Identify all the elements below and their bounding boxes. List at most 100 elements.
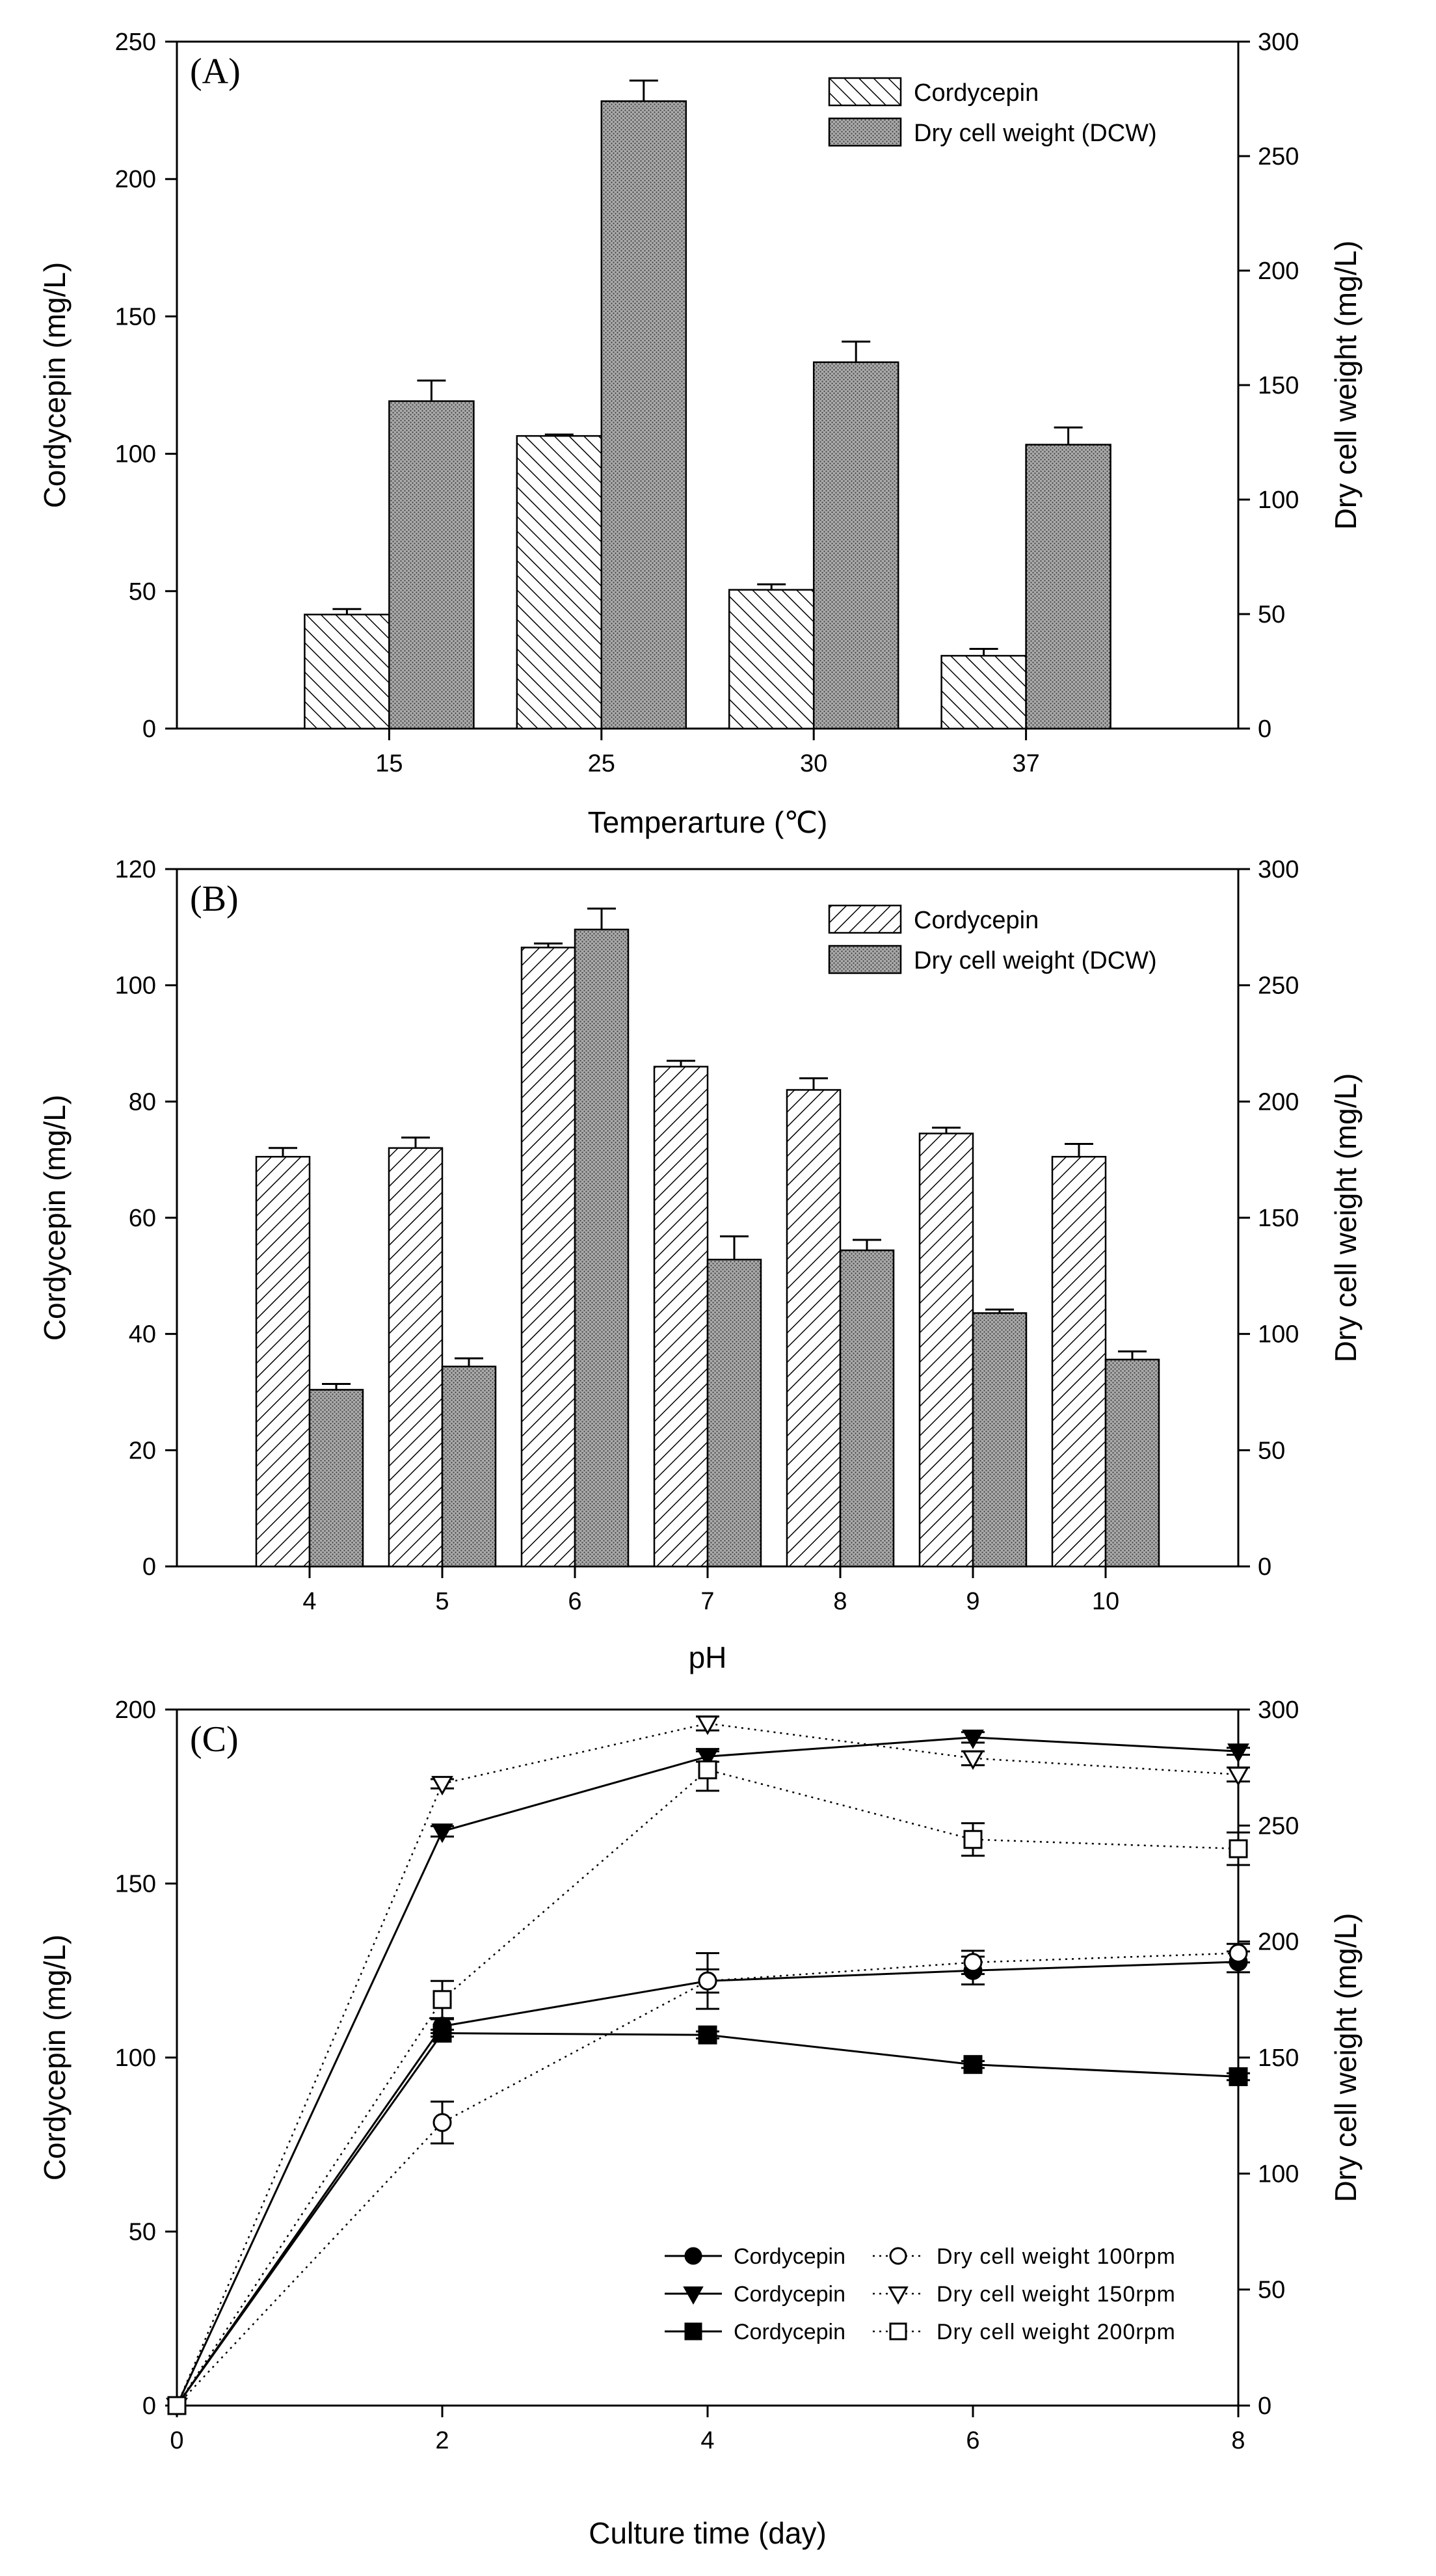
data-point: [962, 1750, 984, 1770]
y2-axis-title: Dry cell weight (mg/L): [1329, 241, 1363, 530]
y-tick-label: 0: [142, 716, 156, 743]
y-tick-label: 80: [129, 1088, 156, 1116]
y2-tick-label: 50: [1258, 2277, 1285, 2304]
legend-label: Dry cell weight (DCW): [914, 947, 1157, 974]
y-tick-label: 50: [129, 2219, 156, 2246]
data-point: [431, 1776, 453, 1796]
x-tick-label: 2: [435, 2427, 449, 2454]
data-point: [697, 1715, 719, 1736]
y-tick-label: 100: [115, 973, 156, 1000]
legend-label: Dry cell weight 150rpm: [937, 2282, 1176, 2307]
legend-label: Cordycepin: [734, 2244, 845, 2269]
data-point: [698, 2025, 717, 2045]
data-point: [698, 1971, 717, 1991]
x-axis-title: pH: [689, 1641, 727, 1674]
y2-axis-title: Dry cell weight (mg/L): [1329, 1913, 1363, 2203]
y2-tick-label: 0: [1258, 1553, 1271, 1581]
data-point: [1229, 2067, 1248, 2086]
data-point: [963, 1830, 983, 1849]
y2-tick-label: 150: [1258, 2045, 1299, 2072]
cordycepin-bar: [728, 589, 815, 730]
data-point: [962, 1729, 984, 1749]
y2-tick-label: 0: [1258, 716, 1271, 743]
cordycepin-bar: [1051, 1155, 1107, 1568]
y-tick-label: 250: [115, 29, 156, 56]
data-point: [684, 2247, 702, 2265]
data-point: [432, 1990, 452, 2009]
dcw-bar: [812, 361, 899, 730]
y2-tick-label: 250: [1258, 1812, 1299, 1840]
data-point: [963, 2055, 983, 2074]
legend-swatch: [828, 945, 902, 974]
y-tick-label: 50: [129, 578, 156, 606]
y-tick-label: 0: [142, 2393, 156, 2420]
y2-tick-label: 0: [1258, 2393, 1271, 2420]
x-tick-label: 15: [375, 750, 403, 777]
cordycepin-bar: [786, 1089, 842, 1568]
dcw-bar: [972, 1312, 1028, 1568]
dcw-bar: [308, 1389, 364, 1568]
x-tick-label: 7: [700, 1588, 714, 1615]
series-line: [176, 1769, 1239, 2406]
data-point: [431, 1823, 453, 1844]
x-tick-label: 25: [588, 750, 615, 777]
data-point: [683, 2286, 704, 2305]
y2-tick-label: 300: [1258, 856, 1299, 883]
x-tick-label: 6: [966, 2427, 979, 2454]
y-tick-label: 150: [115, 1871, 156, 1898]
legend-label: Cordycepin: [914, 79, 1039, 107]
data-point: [889, 2322, 907, 2341]
chart-panel-a: 0 50 100 150 200 250 0 50 100 150 200 250 300 Cordyce…: [38, 29, 1363, 839]
x-tick-label: 9: [966, 1588, 979, 1615]
cordycepin-bar: [653, 1066, 709, 1568]
y2-tick-label: 250: [1258, 973, 1299, 1000]
cordycepin-bar: [388, 1147, 444, 1568]
cordycepin-bar: [918, 1133, 974, 1568]
cordycepin-bar: [304, 613, 390, 730]
y-tick-label: 20: [129, 1437, 156, 1464]
dcw-bar: [600, 100, 687, 730]
data-point: [1227, 1743, 1249, 1764]
data-point: [1227, 1766, 1249, 1786]
y-tick-label: 40: [129, 1321, 156, 1348]
data-point: [432, 2024, 452, 2043]
data-point: [963, 1953, 983, 1972]
legend-label: Dry cell weight 200rpm: [937, 2320, 1176, 2344]
y-tick-label: 60: [129, 1205, 156, 1232]
y2-tick-label: 200: [1258, 1929, 1299, 1956]
cordycepin-bar: [516, 435, 603, 730]
y-tick-label: 200: [115, 166, 156, 193]
y-tick-label: 100: [115, 2045, 156, 2072]
chart-root: 050100150200250050100150200250300Cordyce…: [38, 29, 1363, 2550]
y2-tick-label: 250: [1258, 143, 1299, 170]
x-tick-label: 4: [302, 1588, 316, 1615]
chart-panel-c: 0 50 100 150 200 0 50 100 150 200 250 300 Cordycepin…: [38, 1697, 1363, 2550]
y2-tick-label: 100: [1258, 2160, 1299, 2188]
y2-tick-label: 150: [1258, 372, 1299, 399]
y2-tick-label: 300: [1258, 1697, 1299, 1724]
x-tick-label: 5: [435, 1588, 449, 1615]
y2-axis-title: Dry cell weight (mg/L): [1329, 1073, 1363, 1363]
y2-tick-label: 150: [1258, 1205, 1299, 1232]
y-axis-title: Cordycepin (mg/L): [38, 1935, 72, 2180]
x-axis-title: Culture time (day): [589, 2516, 827, 2550]
x-tick-label: 8: [833, 1588, 847, 1615]
y2-tick-label: 300: [1258, 29, 1299, 56]
data-point: [888, 2286, 909, 2305]
series-line: [176, 1723, 1239, 2406]
dcw-bar: [388, 400, 475, 730]
y-tick-label: 200: [115, 1697, 156, 1724]
legend-label: Cordycepin: [914, 907, 1039, 934]
chart-panel-b: 0 20 40 60 80 100 120 0 50 100 150 200 250 300 Cordyce…: [38, 856, 1363, 1674]
y2-tick-label: 200: [1258, 1088, 1299, 1116]
data-point: [167, 2396, 187, 2415]
x-tick-label: 6: [568, 1588, 581, 1615]
y2-tick-label: 50: [1258, 601, 1285, 628]
x-tick-label: 0: [170, 2427, 183, 2454]
cordycepin-bar: [520, 946, 576, 1568]
panel-label: (B): [190, 879, 239, 919]
legend-label: Cordycepin: [734, 2282, 845, 2307]
data-point: [1229, 1944, 1248, 1963]
y2-tick-label: 100: [1258, 1321, 1299, 1348]
